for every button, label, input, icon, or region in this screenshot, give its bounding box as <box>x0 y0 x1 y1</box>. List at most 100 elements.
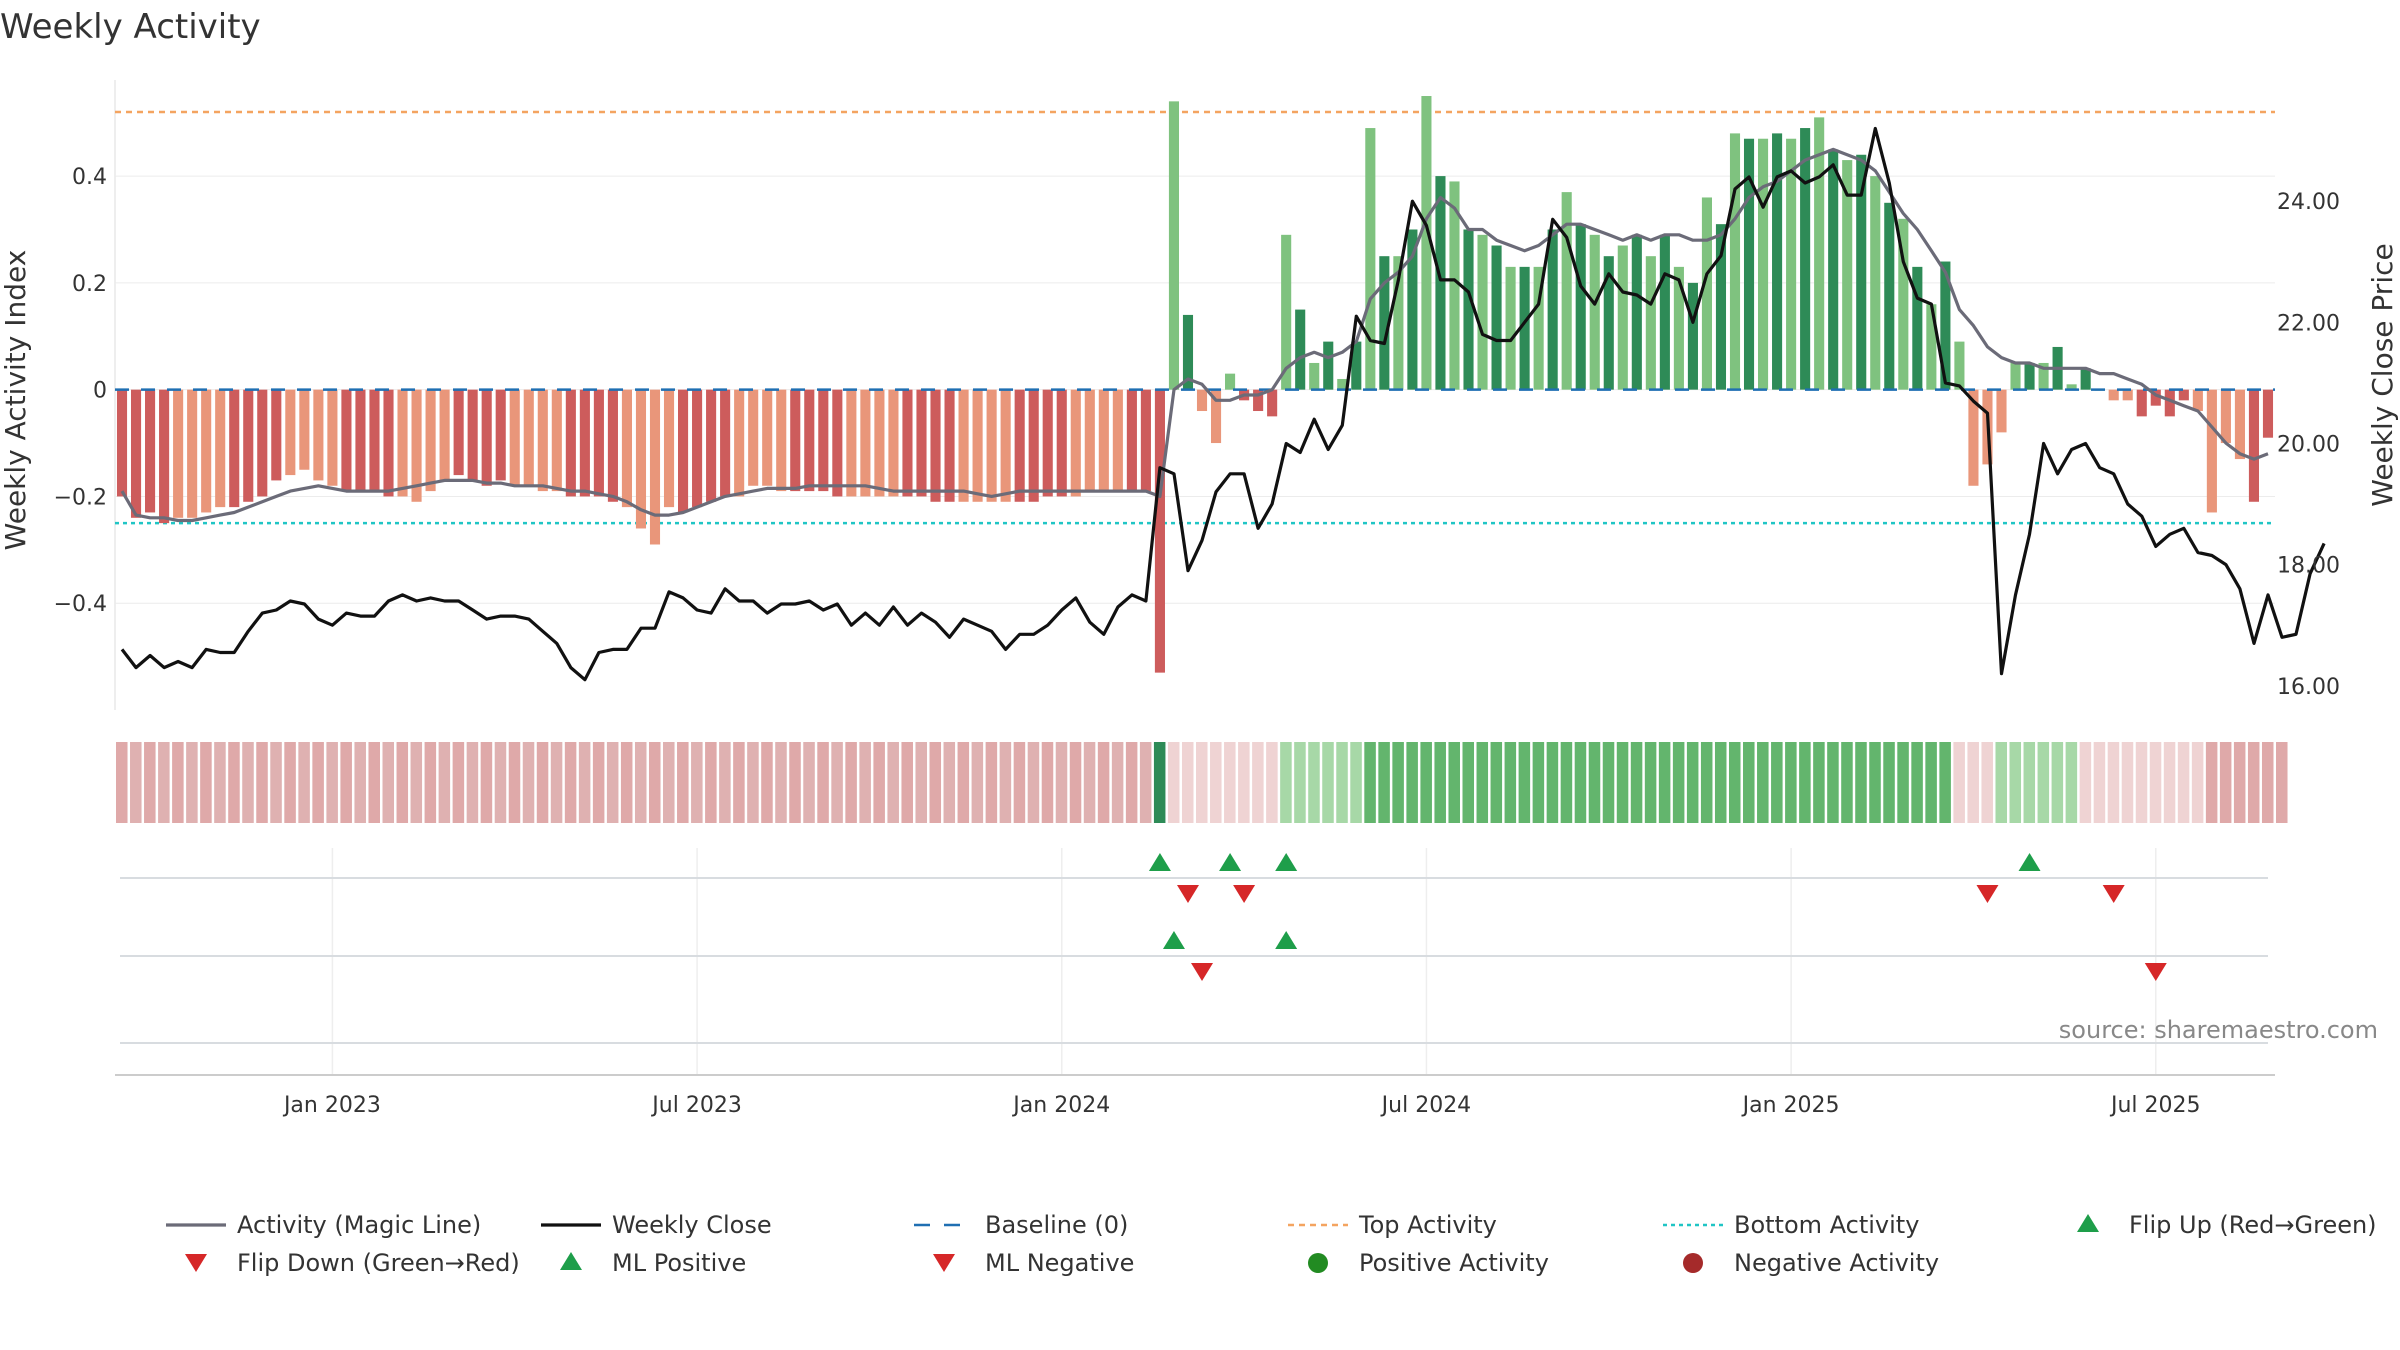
source-label: source: sharemaestro.com <box>2059 1016 2378 1044</box>
strip-cell <box>1546 742 1559 823</box>
strip-cell <box>1897 742 1909 823</box>
activity-bar <box>804 389 815 492</box>
strip-cell <box>887 742 899 823</box>
legend-label: Activity (Magic Line) <box>237 1211 481 1239</box>
strip-cell <box>2065 742 2078 823</box>
activity-bar <box>1575 224 1586 390</box>
activity-bar <box>1463 229 1474 390</box>
strip-cell <box>1855 742 1867 823</box>
activity-bar <box>229 389 240 508</box>
signal-markers <box>1148 853 2167 981</box>
activity-bar <box>958 389 969 502</box>
strip-cell <box>2219 742 2232 823</box>
strip-cell <box>1448 742 1460 823</box>
activity-bar <box>1267 389 1278 417</box>
activity-bar <box>1940 261 1951 390</box>
strip-cell <box>1644 742 1657 823</box>
x-axis-ticks: Jan 2023 Jul 2023 Jan 2024 Jul 2024 Jan 2025… <box>115 1074 2275 1118</box>
activity-bar <box>145 389 156 513</box>
strip-cell <box>494 742 507 823</box>
activity-bar <box>1309 362 1320 390</box>
activity-bar <box>1042 389 1053 497</box>
strip-cell <box>648 742 661 823</box>
activity-bar <box>299 389 310 470</box>
activity-bar <box>930 389 941 502</box>
strip-cell <box>130 742 142 823</box>
strip-cell <box>1210 742 1222 823</box>
legend-swatch-flip-down <box>185 1254 207 1272</box>
y-axis-label: Weekly Activity Index <box>0 250 32 551</box>
activity-bar <box>2234 389 2245 460</box>
legend-label: Bottom Activity <box>1734 1211 1919 1239</box>
activity-bar <box>2066 384 2077 390</box>
strip-cell <box>1686 742 1699 823</box>
strip-cell <box>1013 742 1026 823</box>
chart-title: Weekly Activity <box>0 7 261 47</box>
strip-cell <box>1560 742 1573 823</box>
legend-swatch-positive-activity <box>1308 1253 1328 1273</box>
activity-bar <box>453 389 464 476</box>
activity-bar <box>2248 389 2260 502</box>
legend-label: Weekly Close <box>612 1211 772 1239</box>
activity-bar <box>327 389 338 486</box>
strip-cell <box>1406 742 1418 823</box>
strip-cell <box>1420 742 1432 823</box>
activity-bar <box>790 389 801 492</box>
strip-cell <box>1238 742 1250 823</box>
activity-bar <box>243 389 254 502</box>
activity-bar <box>874 389 885 497</box>
strip-cell <box>1097 742 1110 823</box>
strip-cell <box>1967 742 1979 823</box>
strip-cell <box>1518 742 1531 823</box>
activity-bar <box>579 389 590 497</box>
activity-bar <box>1351 341 1362 390</box>
strip-cell <box>985 742 998 823</box>
activity-bar <box>2080 368 2091 390</box>
weekly-close-line <box>120 126 2326 682</box>
activity-bar <box>734 389 745 497</box>
strip-cell <box>536 742 549 823</box>
activity-bar <box>1589 234 1600 390</box>
strip-cell <box>158 742 170 823</box>
grid-lines <box>114 80 2275 1075</box>
activity-bar <box>215 389 226 508</box>
activity-bar <box>271 389 282 481</box>
strip-cell <box>1911 742 1923 823</box>
activity-bar <box>1701 197 1712 390</box>
activity-bar <box>1743 138 1755 390</box>
strip-cell <box>1336 742 1348 823</box>
y2-tick-label: 16.00 <box>2277 675 2340 700</box>
strip-cell <box>1364 742 1376 823</box>
activity-bar <box>818 389 829 492</box>
flip-down-marker <box>1976 885 1999 903</box>
strip-cell <box>957 742 970 823</box>
activity-bar <box>1365 128 1376 390</box>
flip-down-marker <box>2102 885 2125 903</box>
activity-bar <box>635 389 647 529</box>
activity-bar <box>1828 149 1839 390</box>
strip-cell <box>2135 742 2148 823</box>
activity-bar <box>1870 176 1881 390</box>
activity-bar <box>2150 389 2161 406</box>
strip-cell <box>2276 742 2288 823</box>
y-tick-label: −0.2 <box>54 485 107 510</box>
strip-cell <box>831 742 843 823</box>
activity-bar <box>720 389 731 497</box>
strip-cell <box>943 742 956 823</box>
strip-cell <box>2037 742 2050 823</box>
strip-cell <box>1588 742 1601 823</box>
activity-bar <box>1519 266 1530 390</box>
activity-bar <box>1379 256 1390 390</box>
y2-axis-label: Weekly Close Price <box>2366 243 2399 506</box>
x-tick-label: Jan 2025 <box>1741 1093 1840 1118</box>
activity-bar <box>832 389 843 497</box>
strip-cell <box>1434 742 1446 823</box>
strip-cell <box>1827 742 1839 823</box>
strip-cell <box>971 742 984 823</box>
strip-cell <box>606 742 619 823</box>
y-axis-ticks: 0.4 0.2 0 −0.2 −0.4 <box>54 165 107 617</box>
strip-cell <box>1055 742 1068 823</box>
strip-cell <box>1153 742 1166 823</box>
y2-tick-label: 18.00 <box>2277 554 2340 579</box>
strip-cell <box>1841 742 1853 823</box>
